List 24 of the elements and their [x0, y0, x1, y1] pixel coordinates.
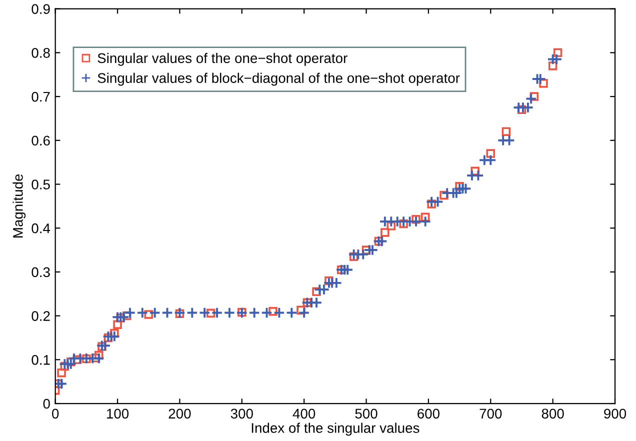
x-tick-label: 0 — [52, 408, 59, 419]
y-tick-label: 0.1 — [32, 354, 50, 365]
y-axis-title: Magnitude — [12, 174, 26, 238]
y-tick-label: 0.5 — [32, 180, 50, 190]
x-axis-title: Index of the singular values — [252, 422, 420, 436]
legend-label: Singular values of block−diagonal of the one−shot operator — [98, 72, 460, 86]
x-tick-label: 800 — [542, 408, 564, 419]
y-tick-label: 0 — [43, 398, 50, 409]
x-tick-label: 900 — [604, 408, 626, 419]
y-tick-label: 0.6 — [32, 136, 50, 146]
y-tick-label: 0.8 — [32, 48, 50, 58]
x-tick-label: 700 — [480, 408, 502, 419]
x-tick-label: 200 — [168, 408, 191, 419]
x-tick-label: 300 — [230, 408, 253, 419]
y-tick-label: 0.9 — [32, 4, 50, 14]
x-tick-label: 600 — [418, 408, 440, 419]
y-tick-label: 0.4 — [32, 223, 50, 234]
y-tick-label: 0.2 — [32, 311, 50, 321]
x-tick-label: 100 — [106, 408, 129, 419]
y-tick-label: 0.7 — [32, 92, 50, 102]
legend-label: Singular values of the one−shot operator — [98, 52, 348, 66]
x-tick-label: 500 — [355, 408, 378, 419]
x-tick-label: 400 — [292, 408, 316, 419]
y-tick-label: 0.3 — [32, 267, 50, 278]
